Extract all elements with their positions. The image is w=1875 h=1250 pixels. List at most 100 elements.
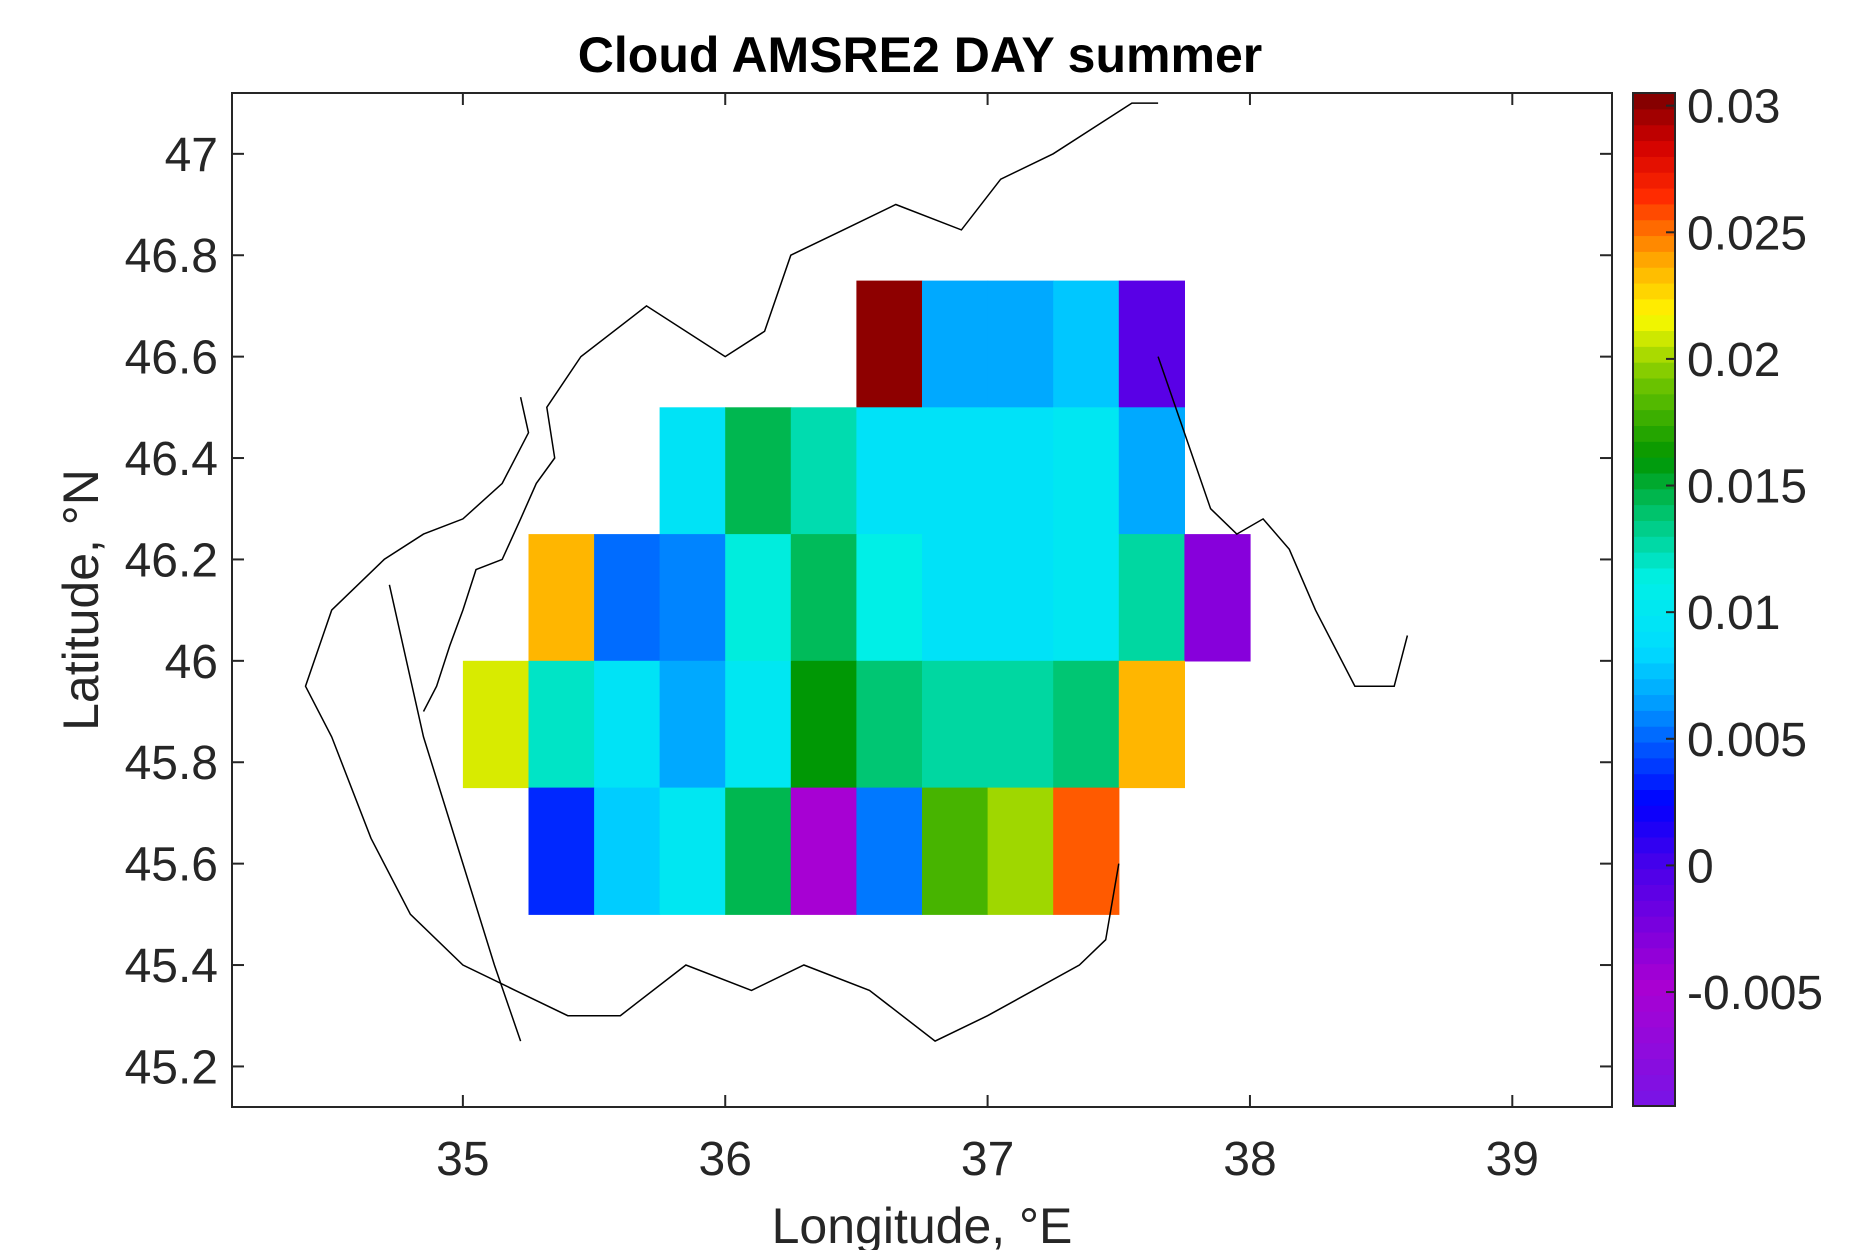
heatmap-cell xyxy=(791,661,857,788)
heatmap-cell xyxy=(856,788,922,915)
heatmap-cell xyxy=(988,534,1054,661)
colorbar-segment xyxy=(1633,805,1675,821)
heatmap-cell xyxy=(660,407,726,534)
colorbar-segment xyxy=(1633,1043,1675,1059)
colorbar-segment xyxy=(1633,726,1675,742)
colorbar-segment xyxy=(1633,410,1675,426)
colorbar-segment xyxy=(1633,473,1675,489)
colorbar-segment xyxy=(1633,489,1675,505)
colorbar-tick-label: -0.005 xyxy=(1687,967,1823,1020)
colorbar-segment xyxy=(1633,853,1675,869)
colorbar-tick-label: 0 xyxy=(1687,840,1714,893)
colorbar-segment xyxy=(1633,188,1675,204)
heatmap-cell xyxy=(725,661,791,788)
colorbar-segment xyxy=(1633,900,1675,916)
heatmap-cell xyxy=(725,407,791,534)
colorbar-segment xyxy=(1633,979,1675,995)
colorbar-segment xyxy=(1633,663,1675,679)
heatmap-cell xyxy=(1119,534,1185,661)
colorbar-tick-label: 0.01 xyxy=(1687,587,1780,640)
colorbar-segment xyxy=(1633,235,1675,251)
heatmap-cell xyxy=(1184,534,1250,661)
colorbar-segment xyxy=(1633,1011,1675,1027)
colorbar: -0.005 0 0.005 0.01 0.015 0.02 0.025 0.03 xyxy=(1633,81,1823,1107)
colorbar-segment xyxy=(1633,869,1675,885)
colorbar-segment xyxy=(1633,679,1675,695)
heatmap-cell xyxy=(529,661,595,788)
colorbar-segment xyxy=(1633,220,1675,236)
x-tick-label: 35 xyxy=(436,1133,489,1186)
heatmap-cell xyxy=(660,788,726,915)
heatmap-cell xyxy=(988,661,1054,788)
heatmap-cell xyxy=(791,534,857,661)
colorbar-segment xyxy=(1633,774,1675,790)
heatmap-cell xyxy=(1119,407,1185,534)
x-tick-label: 38 xyxy=(1223,1133,1276,1186)
heatmap-cell xyxy=(1119,661,1185,788)
colorbar-segment xyxy=(1633,140,1675,156)
colorbar-segment xyxy=(1633,283,1675,299)
colorbar-segment xyxy=(1633,1059,1675,1075)
colorbar-tick-label: 0.005 xyxy=(1687,714,1807,767)
y-tick-label: 45.8 xyxy=(125,737,218,790)
colorbar-segment xyxy=(1633,1090,1675,1106)
colorbar-segment xyxy=(1633,710,1675,726)
heatmap-cell xyxy=(791,788,857,915)
heatmap-cell xyxy=(660,661,726,788)
x-tick-label: 39 xyxy=(1486,1133,1539,1186)
colorbar-segment xyxy=(1633,789,1675,805)
colorbar-segment xyxy=(1633,552,1675,568)
colorbar-segment xyxy=(1633,1027,1675,1043)
heatmap-cell xyxy=(594,788,660,915)
colorbar-segment xyxy=(1633,362,1675,378)
heatmap-cell xyxy=(660,534,726,661)
colorbar-segment xyxy=(1633,346,1675,362)
x-tick-label: 36 xyxy=(699,1133,752,1186)
heatmap-cell xyxy=(594,534,660,661)
colorbar-segment xyxy=(1633,758,1675,774)
y-tick-label: 47 xyxy=(165,129,218,182)
heatmap-cell xyxy=(1053,661,1119,788)
heatmap-cell xyxy=(1119,281,1185,408)
heatmap-cell xyxy=(529,788,595,915)
colorbar-segment xyxy=(1633,742,1675,758)
colorbar-segment xyxy=(1633,204,1675,220)
heatmap-cell xyxy=(922,661,988,788)
colorbar-segment xyxy=(1633,948,1675,964)
colorbar-segment xyxy=(1633,615,1675,631)
colorbar-segment xyxy=(1633,125,1675,141)
colorbar-segment xyxy=(1633,995,1675,1011)
colorbar-segment xyxy=(1633,267,1675,283)
heatmap-cell xyxy=(1053,407,1119,534)
y-tick-label: 45.4 xyxy=(125,940,218,993)
colorbar-tick-label: 0.02 xyxy=(1687,334,1780,387)
heatmap-cell xyxy=(856,534,922,661)
colorbar-segment xyxy=(1633,425,1675,441)
colorbar-segment xyxy=(1633,600,1675,616)
heatmap-cell xyxy=(988,281,1054,408)
colorbar-segment xyxy=(1633,520,1675,536)
heatmap-cell xyxy=(922,788,988,915)
y-tick-label: 46.2 xyxy=(125,534,218,587)
colorbar-tick-label: 0.03 xyxy=(1687,81,1780,134)
y-axis-title: Latitude, °N xyxy=(53,469,109,731)
heatmap-cell xyxy=(1053,281,1119,408)
colorbar-segment xyxy=(1633,536,1675,552)
x-tick-label: 37 xyxy=(961,1133,1014,1186)
colorbar-segment xyxy=(1633,156,1675,172)
heatmap-cell xyxy=(922,281,988,408)
heatmap-cell xyxy=(922,407,988,534)
colorbar-segment xyxy=(1633,330,1675,346)
heatmap-cell xyxy=(988,407,1054,534)
heatmap-cell xyxy=(1053,788,1119,915)
chart-title: Cloud AMSRE2 DAY summer xyxy=(578,27,1262,83)
colorbar-segment xyxy=(1633,109,1675,125)
colorbar-tick-label: 0.015 xyxy=(1687,461,1807,514)
y-tick-label: 46.8 xyxy=(125,230,218,283)
colorbar-segment xyxy=(1633,394,1675,410)
y-tick-label: 45.2 xyxy=(125,1041,218,1094)
heatmap-cell xyxy=(725,534,791,661)
colorbar-segment xyxy=(1633,631,1675,647)
colorbar-tick-label: 0.025 xyxy=(1687,207,1807,260)
